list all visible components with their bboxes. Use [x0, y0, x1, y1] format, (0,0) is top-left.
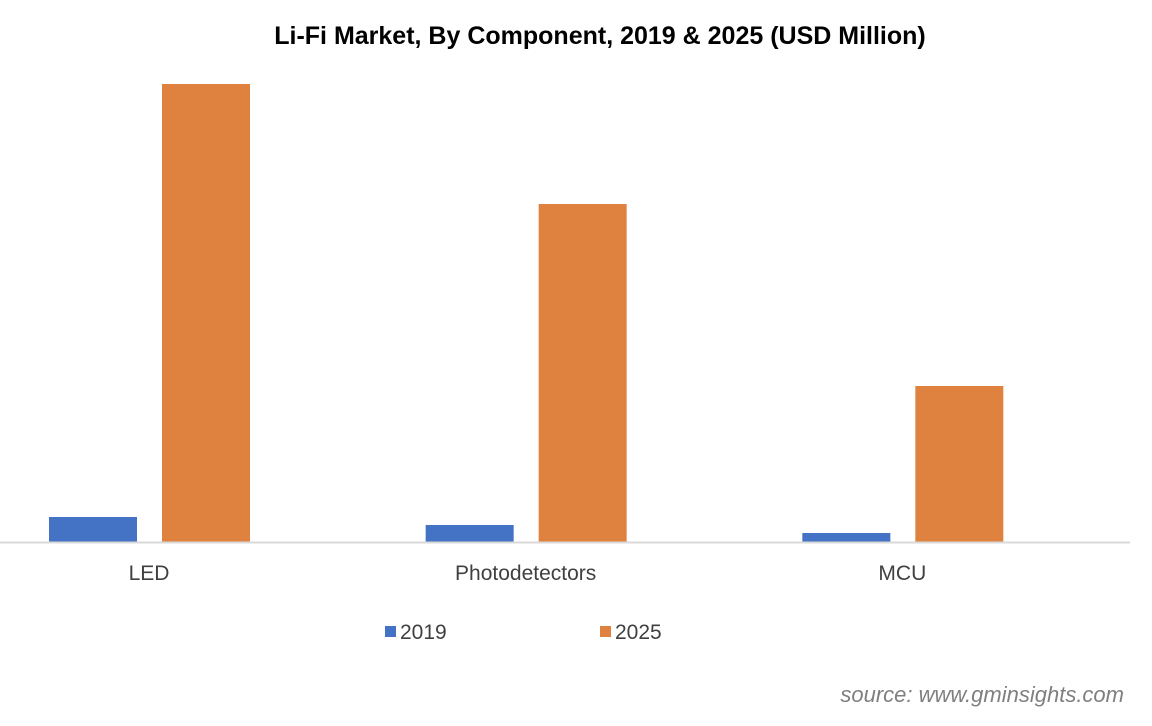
bar-2019-led: [49, 517, 137, 542]
x-tick-label: MCU: [878, 562, 926, 585]
x-tick-label: Photodetectors: [455, 562, 596, 585]
bar-2025-photodetectors: [538, 204, 627, 542]
legend-label-2019: 2019: [400, 621, 447, 644]
source-note: source: www.gminsights.com: [840, 682, 1124, 707]
bar-2019-photodetectors: [425, 525, 514, 542]
legend-swatch-2019: [385, 626, 396, 637]
bar-2025-led: [162, 84, 250, 542]
legend-label-2025: 2025: [615, 621, 662, 644]
legend-swatch-2025: [600, 626, 611, 637]
bar-2025-mcu: [915, 386, 1004, 542]
bar-2019-mcu: [802, 533, 891, 542]
x-tick-label: LED: [129, 562, 170, 585]
chart-title: Li-Fi Market, By Component, 2019 & 2025 …: [274, 22, 926, 50]
